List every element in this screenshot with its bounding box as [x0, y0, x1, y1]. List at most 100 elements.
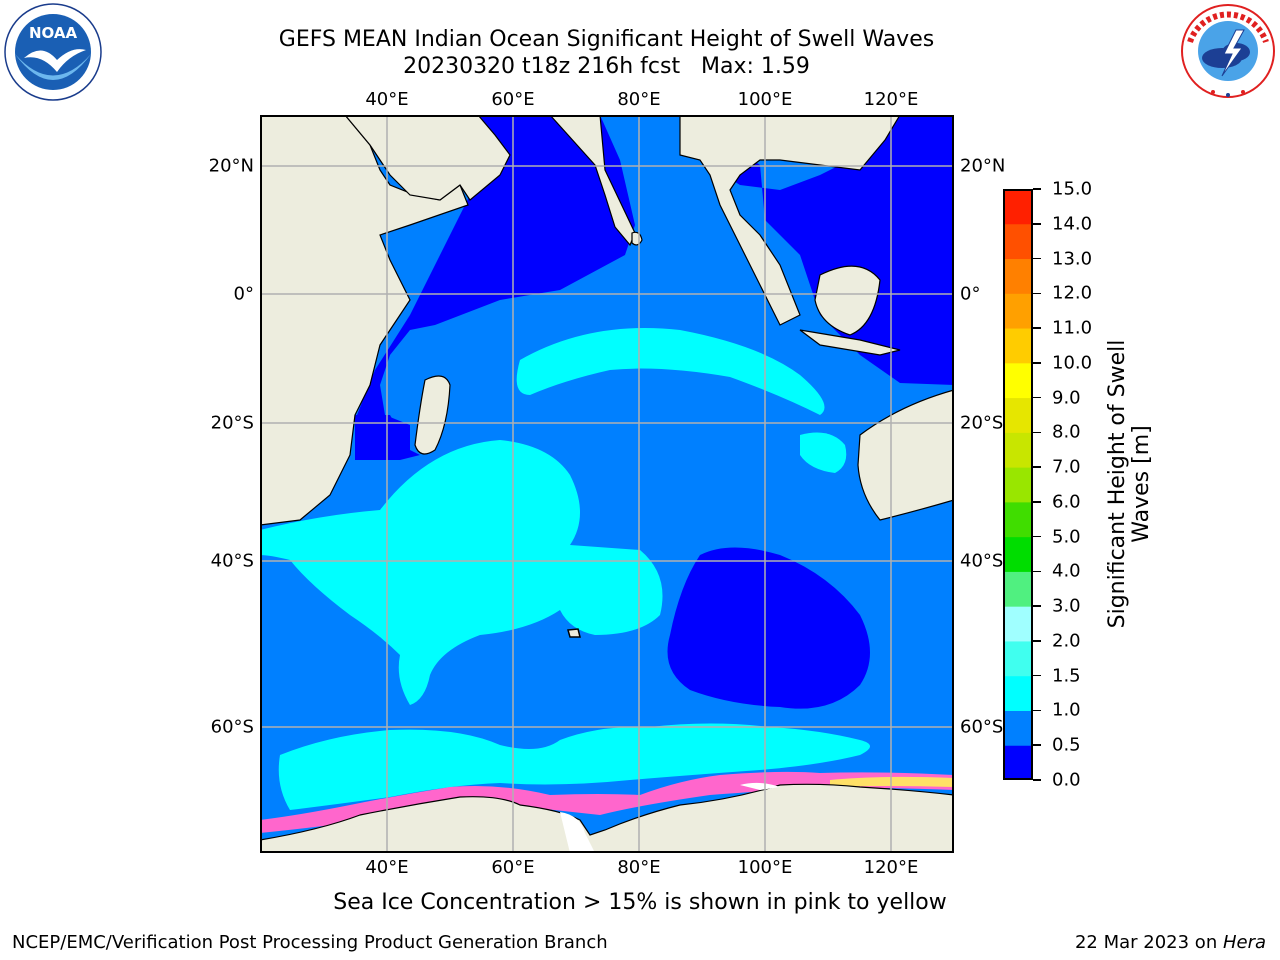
chart-title: GEFS MEAN Indian Ocean Significant Heigh…	[278, 27, 935, 52]
colorbar-tick-label: 15.0	[1052, 178, 1093, 200]
colorbar-tick-label: 13.0	[1052, 248, 1093, 270]
nws-logo	[1178, 2, 1278, 100]
colorbar-tick-mark	[1033, 535, 1041, 538]
colorbar-tick-label: 7.0	[1052, 456, 1081, 478]
arabian-sea-low-swell	[355, 115, 635, 455]
colorbar-bin	[1003, 293, 1033, 329]
borneo	[814, 265, 881, 336]
colorbar-tick-mark	[1033, 709, 1041, 712]
map-panel	[260, 115, 954, 853]
lon-label-bottom: 60°E	[491, 857, 535, 878]
colorbar-tick-mark	[1033, 674, 1041, 677]
colorbar-bin	[1003, 675, 1033, 711]
colorbar-tick-label: 4.0	[1052, 560, 1081, 582]
colorbar-bin	[1003, 710, 1033, 746]
antarctica	[260, 783, 954, 853]
colorbar-bin	[1003, 640, 1033, 677]
ice-shelf-white	[560, 782, 780, 853]
colorbar	[1003, 189, 1033, 780]
colorbar-tick-mark	[1033, 257, 1041, 260]
colorbar-bin	[1003, 223, 1033, 260]
colorbar-tick-mark	[1033, 640, 1041, 642]
southern-ocean-swell-belt	[278, 723, 870, 810]
lon-label-bottom: 40°E	[365, 857, 409, 878]
lon-label-top: 60°E	[491, 89, 535, 110]
colorbar-tick-label: 14.0	[1052, 213, 1093, 235]
credit-organization: NCEP/EMC/Verification Post Processing Pr…	[12, 932, 608, 953]
lat-label-left: 20°N	[208, 155, 254, 177]
kerguelen-island	[567, 628, 581, 638]
lon-label-top: 100°E	[737, 89, 793, 110]
map-canvas	[260, 115, 954, 853]
colorbar-tick-label: 0.0	[1052, 769, 1081, 791]
colorbar-tick-label: 9.0	[1052, 387, 1081, 409]
lat-label-left: 40°S	[210, 550, 254, 572]
sea-ice-note: Sea Ice Concentration > 15% is shown in …	[333, 890, 947, 915]
noaa-logo: NOAA	[2, 2, 104, 102]
colorbar-tick-mark	[1033, 327, 1041, 329]
lat-label-left: 20°S	[210, 412, 254, 434]
colorbar-tick-mark	[1033, 431, 1041, 434]
credit-date-host: 22 Mar 2023 on Hera	[1075, 932, 1266, 953]
colorbar-bin	[1003, 189, 1033, 225]
colorbar-bin	[1003, 571, 1033, 607]
colorbar-bin	[1003, 397, 1033, 433]
java	[799, 329, 901, 356]
lat-label-left: 0°	[233, 283, 254, 305]
colorbar-tick-mark	[1033, 362, 1041, 364]
colorbar-bin	[1003, 501, 1033, 538]
chart-subtitle: 20230320 t18z 216h fcst Max: 1.59	[403, 54, 810, 79]
colorbar-tick-mark	[1033, 466, 1041, 468]
colorbar-label: Significant Height of Swell Waves [m]	[1104, 339, 1154, 629]
colorbar-tick-mark	[1033, 744, 1041, 746]
lat-label-right: 60°S	[960, 716, 1004, 738]
tropical-swell-band	[516, 328, 825, 415]
colorbar-tick-mark	[1033, 188, 1041, 190]
southeast-asia	[679, 115, 954, 326]
colorbar-tick-label: 6.0	[1052, 491, 1081, 513]
colorbar-tick-label: 1.5	[1052, 665, 1081, 687]
colorbar-tick-label: 1.0	[1052, 699, 1081, 721]
colorbar-tick-label: 3.0	[1052, 595, 1081, 617]
lon-label-bottom: 100°E	[737, 857, 793, 878]
colorbar-tick-label: 0.5	[1052, 734, 1081, 756]
colorbar-tick-mark	[1033, 605, 1041, 607]
colorbar-bin	[1003, 536, 1033, 572]
colorbar-tick-label: 8.0	[1052, 421, 1081, 443]
lat-label-right: 0°	[960, 283, 981, 305]
lon-label-top: 120°E	[863, 89, 919, 110]
lat-label-right: 40°S	[960, 550, 1004, 572]
colorbar-tick-mark	[1033, 779, 1041, 781]
colorbar-tick-label: 12.0	[1052, 282, 1093, 304]
colorbar-bin	[1003, 606, 1033, 642]
colorbar-bin	[1003, 362, 1033, 399]
credit-host: Hera	[1222, 932, 1266, 953]
colorbar-tick-label: 11.0	[1052, 317, 1093, 339]
colorbar-bin	[1003, 467, 1033, 503]
noaa-logo-text: NOAA	[29, 24, 78, 42]
colorbar-tick-mark	[1033, 570, 1041, 573]
madagascar	[414, 375, 451, 455]
colorbar-tick-label: 5.0	[1052, 526, 1081, 548]
colorbar-tick-label: 10.0	[1052, 352, 1093, 374]
colorbar-bin	[1003, 258, 1033, 294]
lon-label-bottom: 80°E	[617, 857, 661, 878]
credit-date: 22 Mar 2023 on	[1074, 932, 1223, 953]
west-australia-swell	[800, 432, 847, 473]
colorbar-tick-mark	[1033, 223, 1041, 225]
lon-label-top: 80°E	[617, 89, 661, 110]
lat-label-right: 20°N	[960, 155, 1006, 177]
colorbar-tick-mark	[1033, 292, 1041, 295]
lon-label-bottom: 120°E	[863, 857, 919, 878]
graticule	[260, 115, 954, 853]
colorbar-tick-label: 2.0	[1052, 630, 1081, 652]
india	[549, 115, 636, 247]
colorbar-bin	[1003, 745, 1033, 780]
lon-label-top: 40°E	[365, 89, 409, 110]
lat-label-right: 20°S	[960, 412, 1004, 434]
map-border	[260, 115, 954, 853]
colorbar-bin	[1003, 328, 1033, 364]
colorbar-bin	[1003, 432, 1033, 468]
sea-ice-edge-yellow	[830, 776, 954, 787]
southwest-swell-field	[260, 440, 663, 705]
